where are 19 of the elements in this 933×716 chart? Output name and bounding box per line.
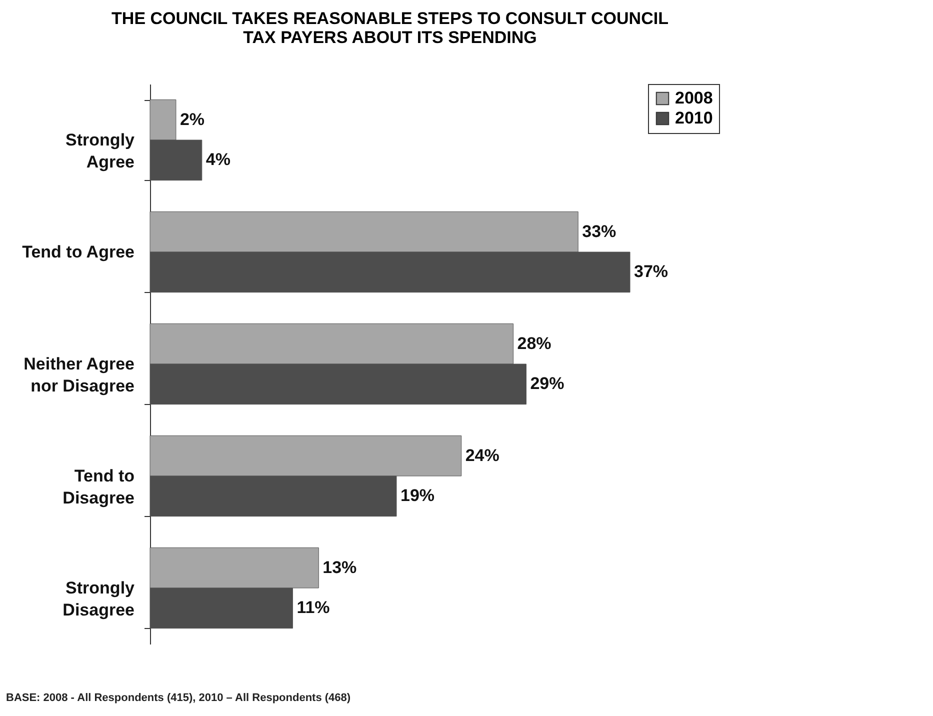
- chart-title: THE COUNCIL TAKES REASONABLE STEPS TO CONSULT COUNCIL TAX PAYERS ABOUT ITS SPENDING: [112, 9, 668, 47]
- data-label: 4%: [206, 150, 230, 170]
- y-tick-label: Tend to Disagree: [62, 466, 134, 508]
- legend-label: 2008: [675, 88, 713, 108]
- data-label: 37%: [634, 262, 668, 282]
- legend-label: 2010: [675, 108, 713, 128]
- y-tick-label: Tend to Agree: [22, 242, 134, 262]
- data-label: 28%: [517, 334, 552, 353]
- data-label: 13%: [322, 558, 357, 577]
- y-tick-label: Strongly Disagree: [62, 578, 136, 620]
- data-label: 29%: [530, 374, 564, 394]
- data-label: 24%: [465, 446, 500, 465]
- data-label: 33%: [582, 222, 616, 241]
- data-label: 19%: [400, 486, 435, 506]
- data-label: 11%: [296, 598, 330, 618]
- text: BASE: 2008 - All Respondents (415), 2010 – All Respondents (468): [6, 692, 351, 704]
- y-tick-label: Strongly Agree: [66, 130, 136, 172]
- data-label: 2%: [180, 110, 205, 129]
- y-tick-label: Neither Agree nor Disagree: [24, 354, 134, 396]
